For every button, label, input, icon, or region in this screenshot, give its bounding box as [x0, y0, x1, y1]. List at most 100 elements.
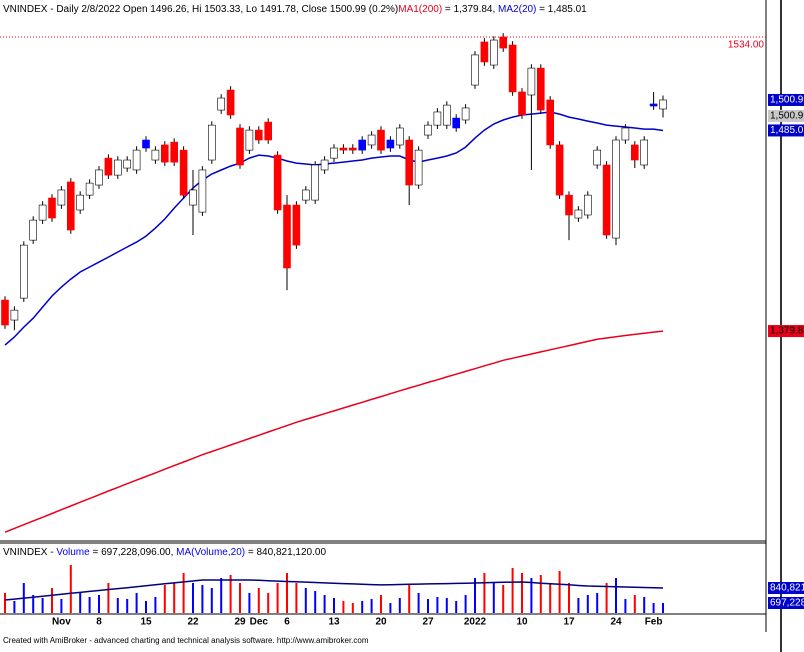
volume-bar [605, 583, 608, 613]
candle-body [67, 181, 75, 231]
volume-bar [295, 583, 298, 613]
volume-bar [41, 597, 44, 613]
volume-bar [60, 598, 63, 613]
candle-body [123, 159, 131, 169]
level-label: 1534.00 [728, 40, 765, 51]
volume-bar [229, 574, 232, 613]
close-tag-text: 1,500.99 [770, 95, 804, 106]
candle-body [292, 204, 301, 246]
candle-body [602, 164, 611, 236]
volume-bar [408, 584, 411, 613]
candle-body [414, 149, 423, 186]
volume-bar [502, 584, 505, 613]
volume-bar [145, 601, 147, 613]
candle-body [640, 139, 649, 166]
candle-body [612, 139, 620, 239]
footer: Created with AmiBroker - advanced charti… [3, 636, 369, 645]
candle-body [38, 204, 47, 221]
volume-bar [248, 593, 251, 613]
volume-bar [492, 583, 495, 613]
candle-body [311, 164, 320, 201]
volume-bar [304, 587, 307, 613]
volume-bar [539, 574, 542, 613]
candle-body [574, 209, 583, 219]
volume-bar [126, 598, 129, 613]
candle-body [226, 89, 235, 116]
x-tick-label: 27 [422, 617, 434, 628]
x-tick-label: 17 [563, 617, 575, 628]
volume-bar [51, 587, 53, 613]
candle-body [104, 157, 113, 176]
volume-bar [577, 597, 580, 613]
candle-body [170, 141, 178, 163]
candle-body [151, 149, 160, 161]
volume-bar [652, 603, 655, 613]
volume-bar [276, 583, 279, 613]
x-tick-label: 29 [234, 617, 246, 628]
volume-bar [79, 593, 82, 613]
candle-body [57, 189, 66, 206]
volume-bar [210, 587, 213, 613]
legend-volume-ma: MA(Volume,20) [176, 547, 245, 558]
candle-body [386, 139, 395, 149]
volume-bar [662, 602, 664, 613]
candle-body [189, 189, 197, 206]
volume-bar [135, 593, 138, 613]
volume-bar [370, 598, 373, 613]
candle-body [236, 127, 244, 166]
candle-body [255, 129, 263, 141]
volume-ma-tag-text: 840,821,120.00 [770, 583, 804, 594]
candle-body [424, 124, 432, 136]
volume-bar [13, 601, 16, 613]
candle-body [320, 159, 329, 171]
candle-body [546, 99, 555, 146]
candle-body [19, 244, 28, 299]
legend-ma1: MA1(200) [398, 4, 442, 15]
volume-bar [436, 597, 439, 613]
volume-bar [624, 598, 627, 613]
volume-bar [351, 603, 354, 613]
x-tick-label: 6 [284, 617, 290, 628]
candle-body [621, 127, 630, 141]
candle-body [264, 121, 273, 141]
candle-body [85, 182, 94, 196]
volume-tag-text: 697,228,096.00 [770, 598, 804, 609]
volume-bar [445, 597, 448, 613]
candle-body [630, 144, 639, 161]
candle-body [330, 147, 338, 159]
x-tick-label: 8 [96, 617, 102, 628]
candle-body [452, 117, 461, 129]
volume-bar [586, 594, 589, 613]
volume-ma-tag-box [768, 581, 804, 594]
candle-body [518, 91, 526, 116]
candle-body [10, 309, 19, 321]
close-tag-box [768, 93, 804, 106]
candle-body [565, 194, 573, 216]
volume-bar [267, 593, 270, 613]
candle-body [114, 159, 122, 176]
volume-tag: 697,228,096.00 [768, 596, 804, 609]
candle-body [377, 129, 385, 151]
volume-bar [333, 597, 335, 613]
candle-body [583, 194, 592, 216]
candle-body [161, 144, 169, 163]
volume-bar [98, 594, 100, 613]
candle-body [198, 169, 207, 213]
volume-bar [464, 594, 467, 613]
candle-body [76, 194, 84, 211]
ma2-tag: 1,485.01 [768, 124, 804, 137]
candle-body [132, 149, 141, 171]
volume-bar [417, 593, 420, 613]
candle-body [245, 129, 254, 151]
close-tag-gray: 1,500.99 [768, 109, 804, 122]
volume-bar [361, 601, 364, 613]
volume-bar [257, 587, 260, 613]
volume-bar [549, 583, 552, 613]
volume-bar [511, 567, 514, 613]
volume-bar [192, 583, 194, 613]
x-tick-label: Nov [52, 617, 71, 628]
candle-body [283, 204, 291, 269]
volume-bar [615, 577, 617, 613]
candle-body [593, 149, 602, 166]
